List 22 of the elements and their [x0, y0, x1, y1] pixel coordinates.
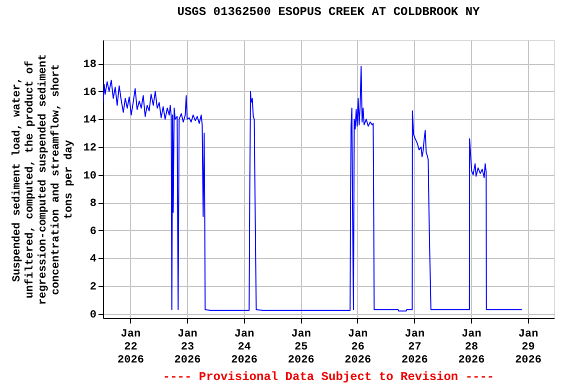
x-tick-label: Jan 24 2026 — [231, 328, 258, 366]
x-tick-label: Jan 25 2026 — [288, 328, 314, 366]
y-tick-label: 18 — [83, 59, 97, 72]
line-series — [103, 66, 522, 312]
y-tick-label: 6 — [90, 226, 96, 238]
y-tick-label: 8 — [90, 198, 97, 210]
y-tick-label: 4 — [90, 254, 97, 266]
text: ---- Provisional Data Subject to Revision ---- — [162, 370, 494, 384]
y-tick-label: 12 — [83, 142, 96, 155]
y-tick-label: 14 — [83, 114, 97, 127]
y-tick-label: 16 — [83, 86, 96, 99]
x-tick-label: Jan 23 2026 — [174, 328, 201, 366]
y-tick-label: 0 — [90, 309, 96, 322]
x-tick-label: Jan 26 2026 — [344, 328, 372, 366]
x-tick-label: Jan 22 2026 — [118, 328, 144, 366]
x-tick-label: Jan 29 2026 — [515, 328, 542, 366]
x-tick-label: Jan 28 2026 — [458, 328, 485, 366]
y-axis-title: Suspended sediment load, water, unfiltered, computed, the product of regression-computed suspended sediment concentration and streamflow, short tons per day — [11, 54, 76, 305]
y-tick-label: 2 — [90, 282, 96, 294]
y-tick-label: 10 — [83, 170, 96, 182]
chart-title: USGS 01362500 ESOPUS CREEK AT COLDBROOK NY — [177, 5, 481, 19]
x-tick-label: Jan 27 2026 — [401, 328, 428, 366]
